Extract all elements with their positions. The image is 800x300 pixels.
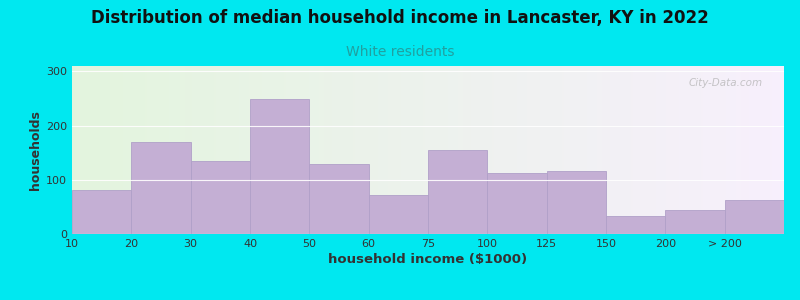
Bar: [72, 190, 131, 234]
Bar: [487, 173, 546, 234]
Bar: [131, 142, 190, 234]
Text: City-Data.com: City-Data.com: [689, 78, 762, 88]
Bar: [666, 210, 725, 234]
Bar: [369, 195, 428, 234]
Text: Distribution of median household income in Lancaster, KY in 2022: Distribution of median household income …: [91, 9, 709, 27]
Bar: [190, 161, 250, 234]
Text: White residents: White residents: [346, 45, 454, 59]
Bar: [310, 164, 369, 234]
Bar: [606, 216, 666, 234]
Y-axis label: households: households: [29, 110, 42, 190]
Bar: [546, 171, 606, 234]
X-axis label: household income ($1000): household income ($1000): [329, 253, 527, 266]
Bar: [428, 150, 487, 234]
Bar: [725, 200, 784, 234]
Bar: [250, 98, 310, 234]
